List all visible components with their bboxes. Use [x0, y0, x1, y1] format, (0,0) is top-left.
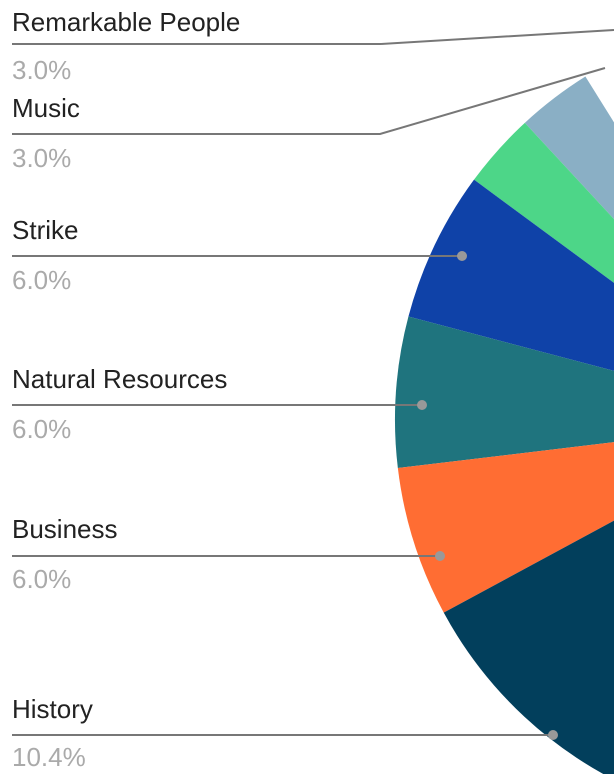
leader-line — [12, 67, 606, 135]
slice-label: Music — [12, 93, 80, 123]
slice-value: 6.0% — [12, 414, 71, 444]
slice-label: Remarkable People — [12, 7, 240, 37]
leader-dot — [457, 251, 467, 261]
slice-value: 3.0% — [12, 55, 71, 85]
leader-dot — [435, 551, 445, 561]
slice-label: Natural Resources — [12, 364, 227, 394]
slice-label: Business — [12, 514, 118, 544]
leader-dot — [417, 400, 427, 410]
slice-value: 6.0% — [12, 265, 71, 295]
pie-slice — [443, 520, 614, 774]
slice-value: 6.0% — [12, 564, 71, 594]
slice-value: 3.0% — [12, 143, 71, 173]
slice-label: History — [12, 694, 93, 724]
pie-slice — [397, 442, 614, 613]
pie-slice — [524, 76, 614, 220]
pie-slice — [474, 122, 614, 283]
slice-label: Strike — [12, 215, 78, 245]
pie-slice — [408, 179, 614, 371]
pie-slice — [395, 316, 614, 468]
leader-line — [12, 29, 614, 45]
leader-dot — [548, 730, 558, 740]
slice-value: 10.4% — [12, 742, 86, 772]
